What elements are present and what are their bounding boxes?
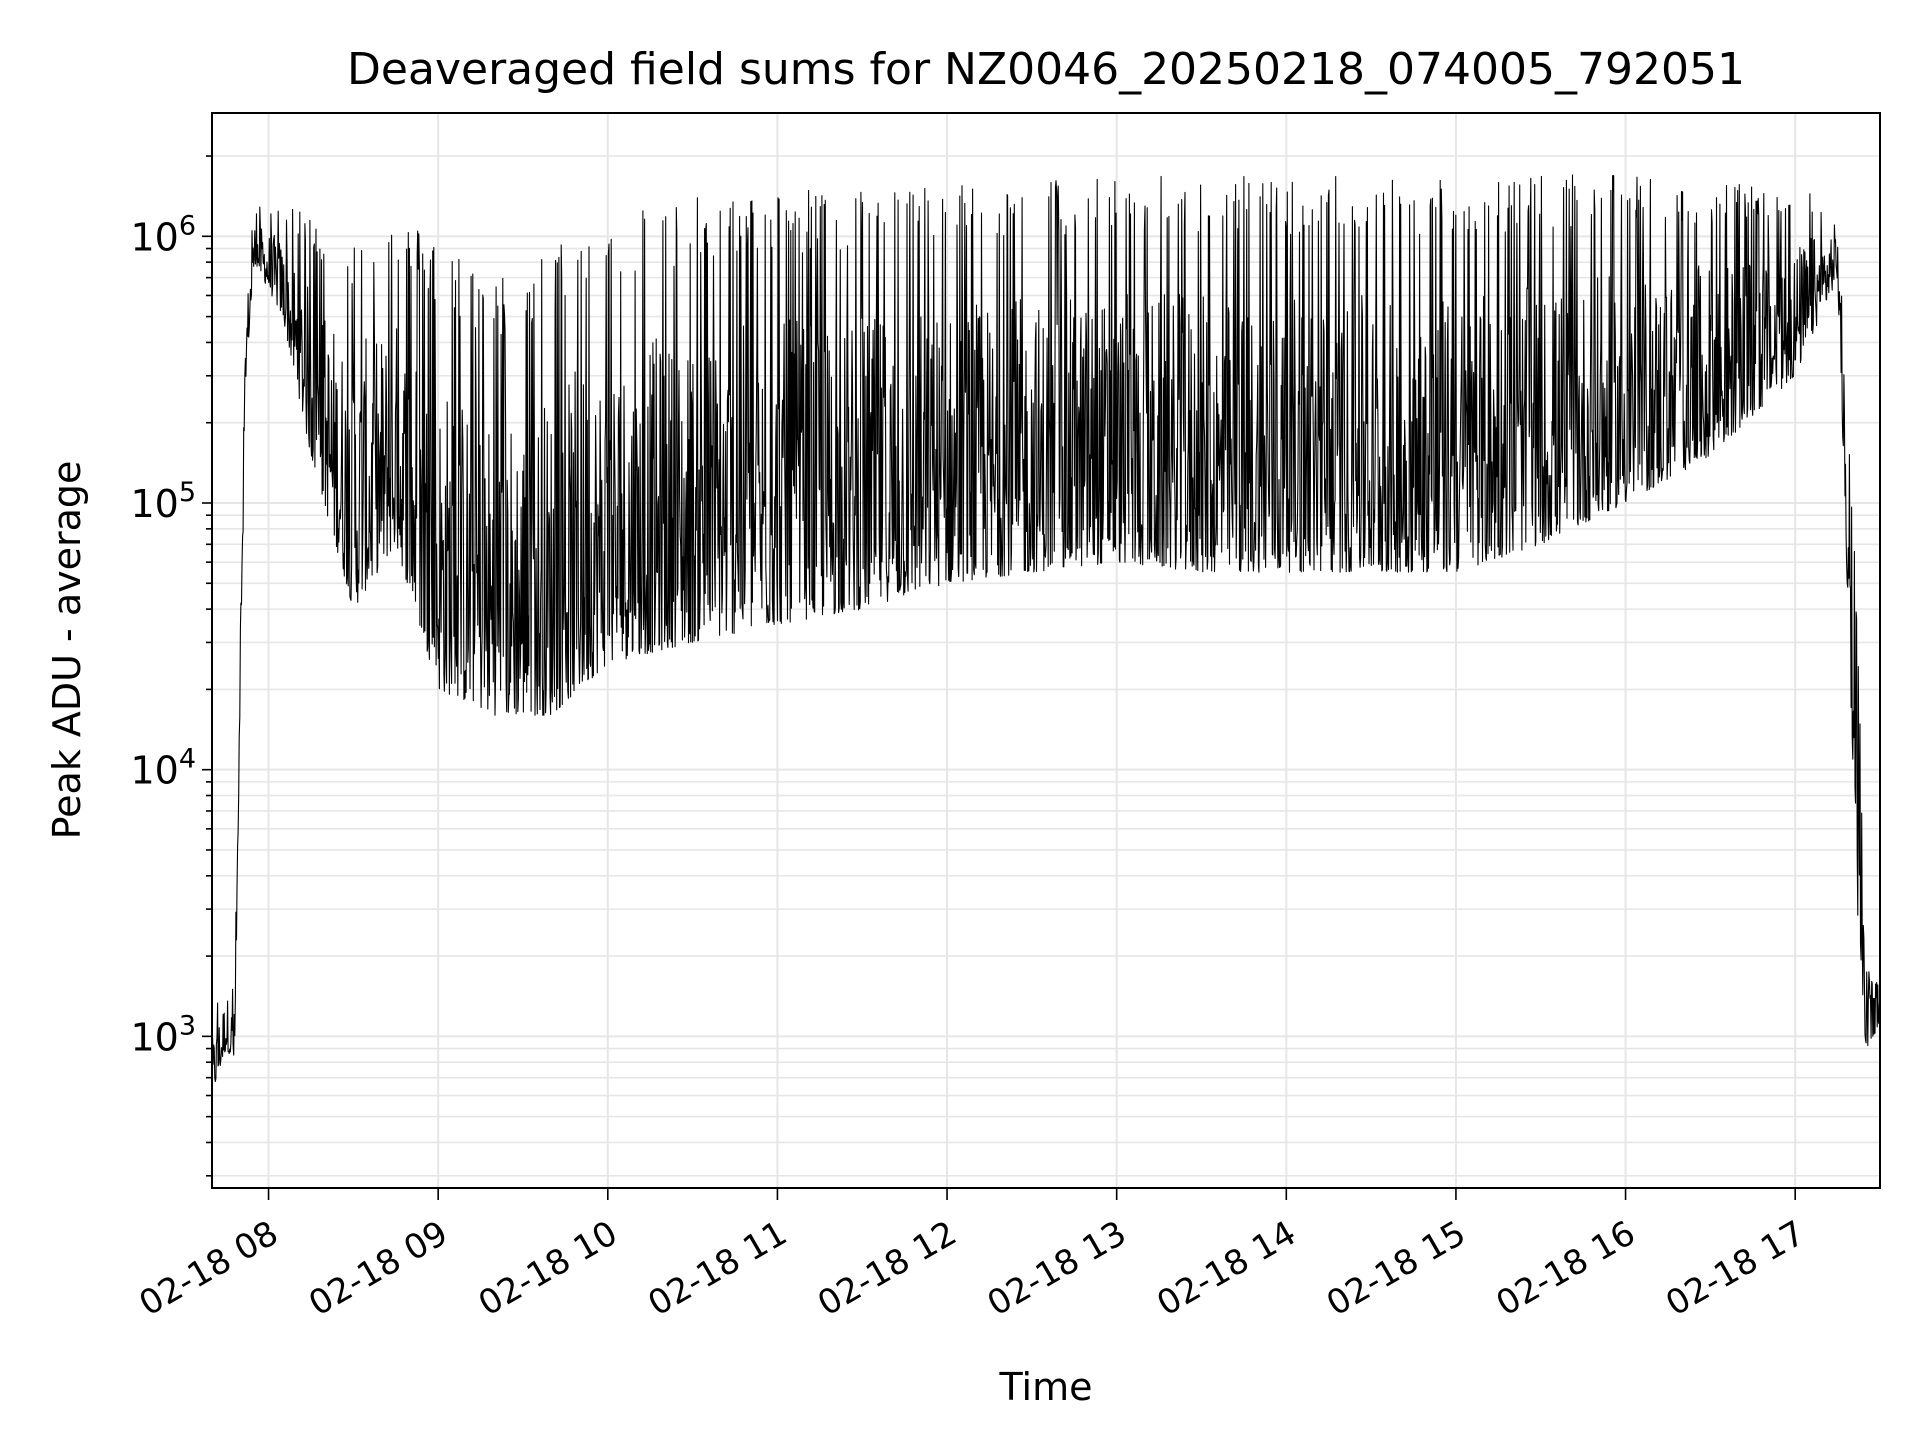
- series-line: [211, 174, 1881, 1089]
- y-tick-label: 104: [130, 744, 196, 793]
- y-tick-label: 106: [130, 210, 196, 259]
- y-axis-label: Peak ADU - average: [45, 461, 89, 840]
- chart-title: Deaveraged field sums for NZ0046_2025021…: [347, 44, 1745, 95]
- y-axis: 103 104 105 106: [130, 155, 212, 1177]
- data-trace: [211, 174, 1881, 1089]
- x-axis-label: Time: [999, 1365, 1093, 1409]
- plot-frame: [211, 112, 1881, 1189]
- y-tick-label: 105: [130, 477, 196, 526]
- y-tick-label: 103: [130, 1010, 196, 1059]
